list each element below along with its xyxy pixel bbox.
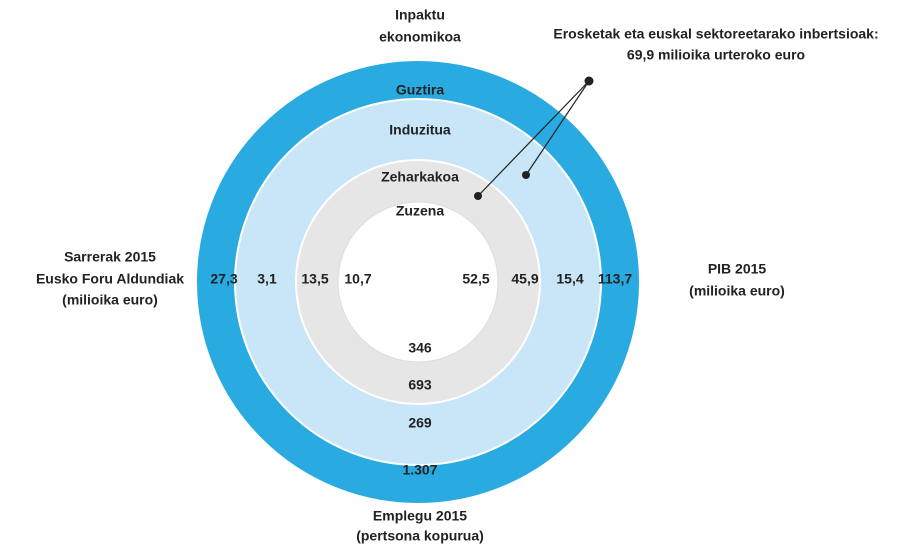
- annotation: Erosketak eta euskal sektoreetarako inbe…: [553, 26, 878, 42]
- ring-direct: [337, 201, 499, 363]
- bottom-value: 346: [408, 340, 432, 356]
- bottom-value: 269: [408, 415, 432, 431]
- top-label: Inpaktu: [395, 7, 445, 23]
- top-label: ekonomikoa: [379, 29, 461, 45]
- left-label: Eusko Foru Aldundiak: [36, 271, 184, 287]
- right-value: 113,7: [598, 271, 632, 287]
- left-label: (milioika euro): [62, 292, 158, 308]
- bottom-label: (pertsona kopurua): [356, 528, 484, 544]
- pointer-dot: [584, 76, 594, 86]
- right-value: 52,5: [462, 271, 489, 287]
- right-value: 15,4: [556, 271, 583, 287]
- right-label: (milioika euro): [689, 283, 785, 299]
- pointer-dot: [522, 171, 530, 179]
- left-label: Sarrerak 2015: [64, 249, 156, 265]
- ring-name: Induzitua: [389, 122, 451, 138]
- bottom-label: Emplegu 2015: [373, 508, 467, 524]
- pointer-line: [525, 80, 590, 176]
- ring-name: Zeharkakoa: [381, 169, 459, 185]
- left-value: 10,7: [344, 271, 371, 287]
- left-value: 13,5: [301, 271, 328, 287]
- labels: Inpaktu ekonomikoa Erosketak eta euskal se…: [36, 7, 879, 544]
- ring-name: Guztira: [396, 82, 444, 98]
- bottom-value: 693: [408, 377, 432, 393]
- annotation: 69,9 milioika urteroko euro: [627, 47, 805, 63]
- pointer-line: [477, 80, 590, 197]
- pointer-dot: [474, 192, 482, 200]
- right-value: 45,9: [511, 271, 538, 287]
- right-label: PIB 2015: [708, 261, 767, 277]
- left-value: 3,1: [257, 271, 277, 287]
- bottom-value: 1.307: [402, 462, 437, 478]
- left-value: 27,3: [210, 271, 237, 287]
- ring-name: Zuzena: [396, 203, 444, 219]
